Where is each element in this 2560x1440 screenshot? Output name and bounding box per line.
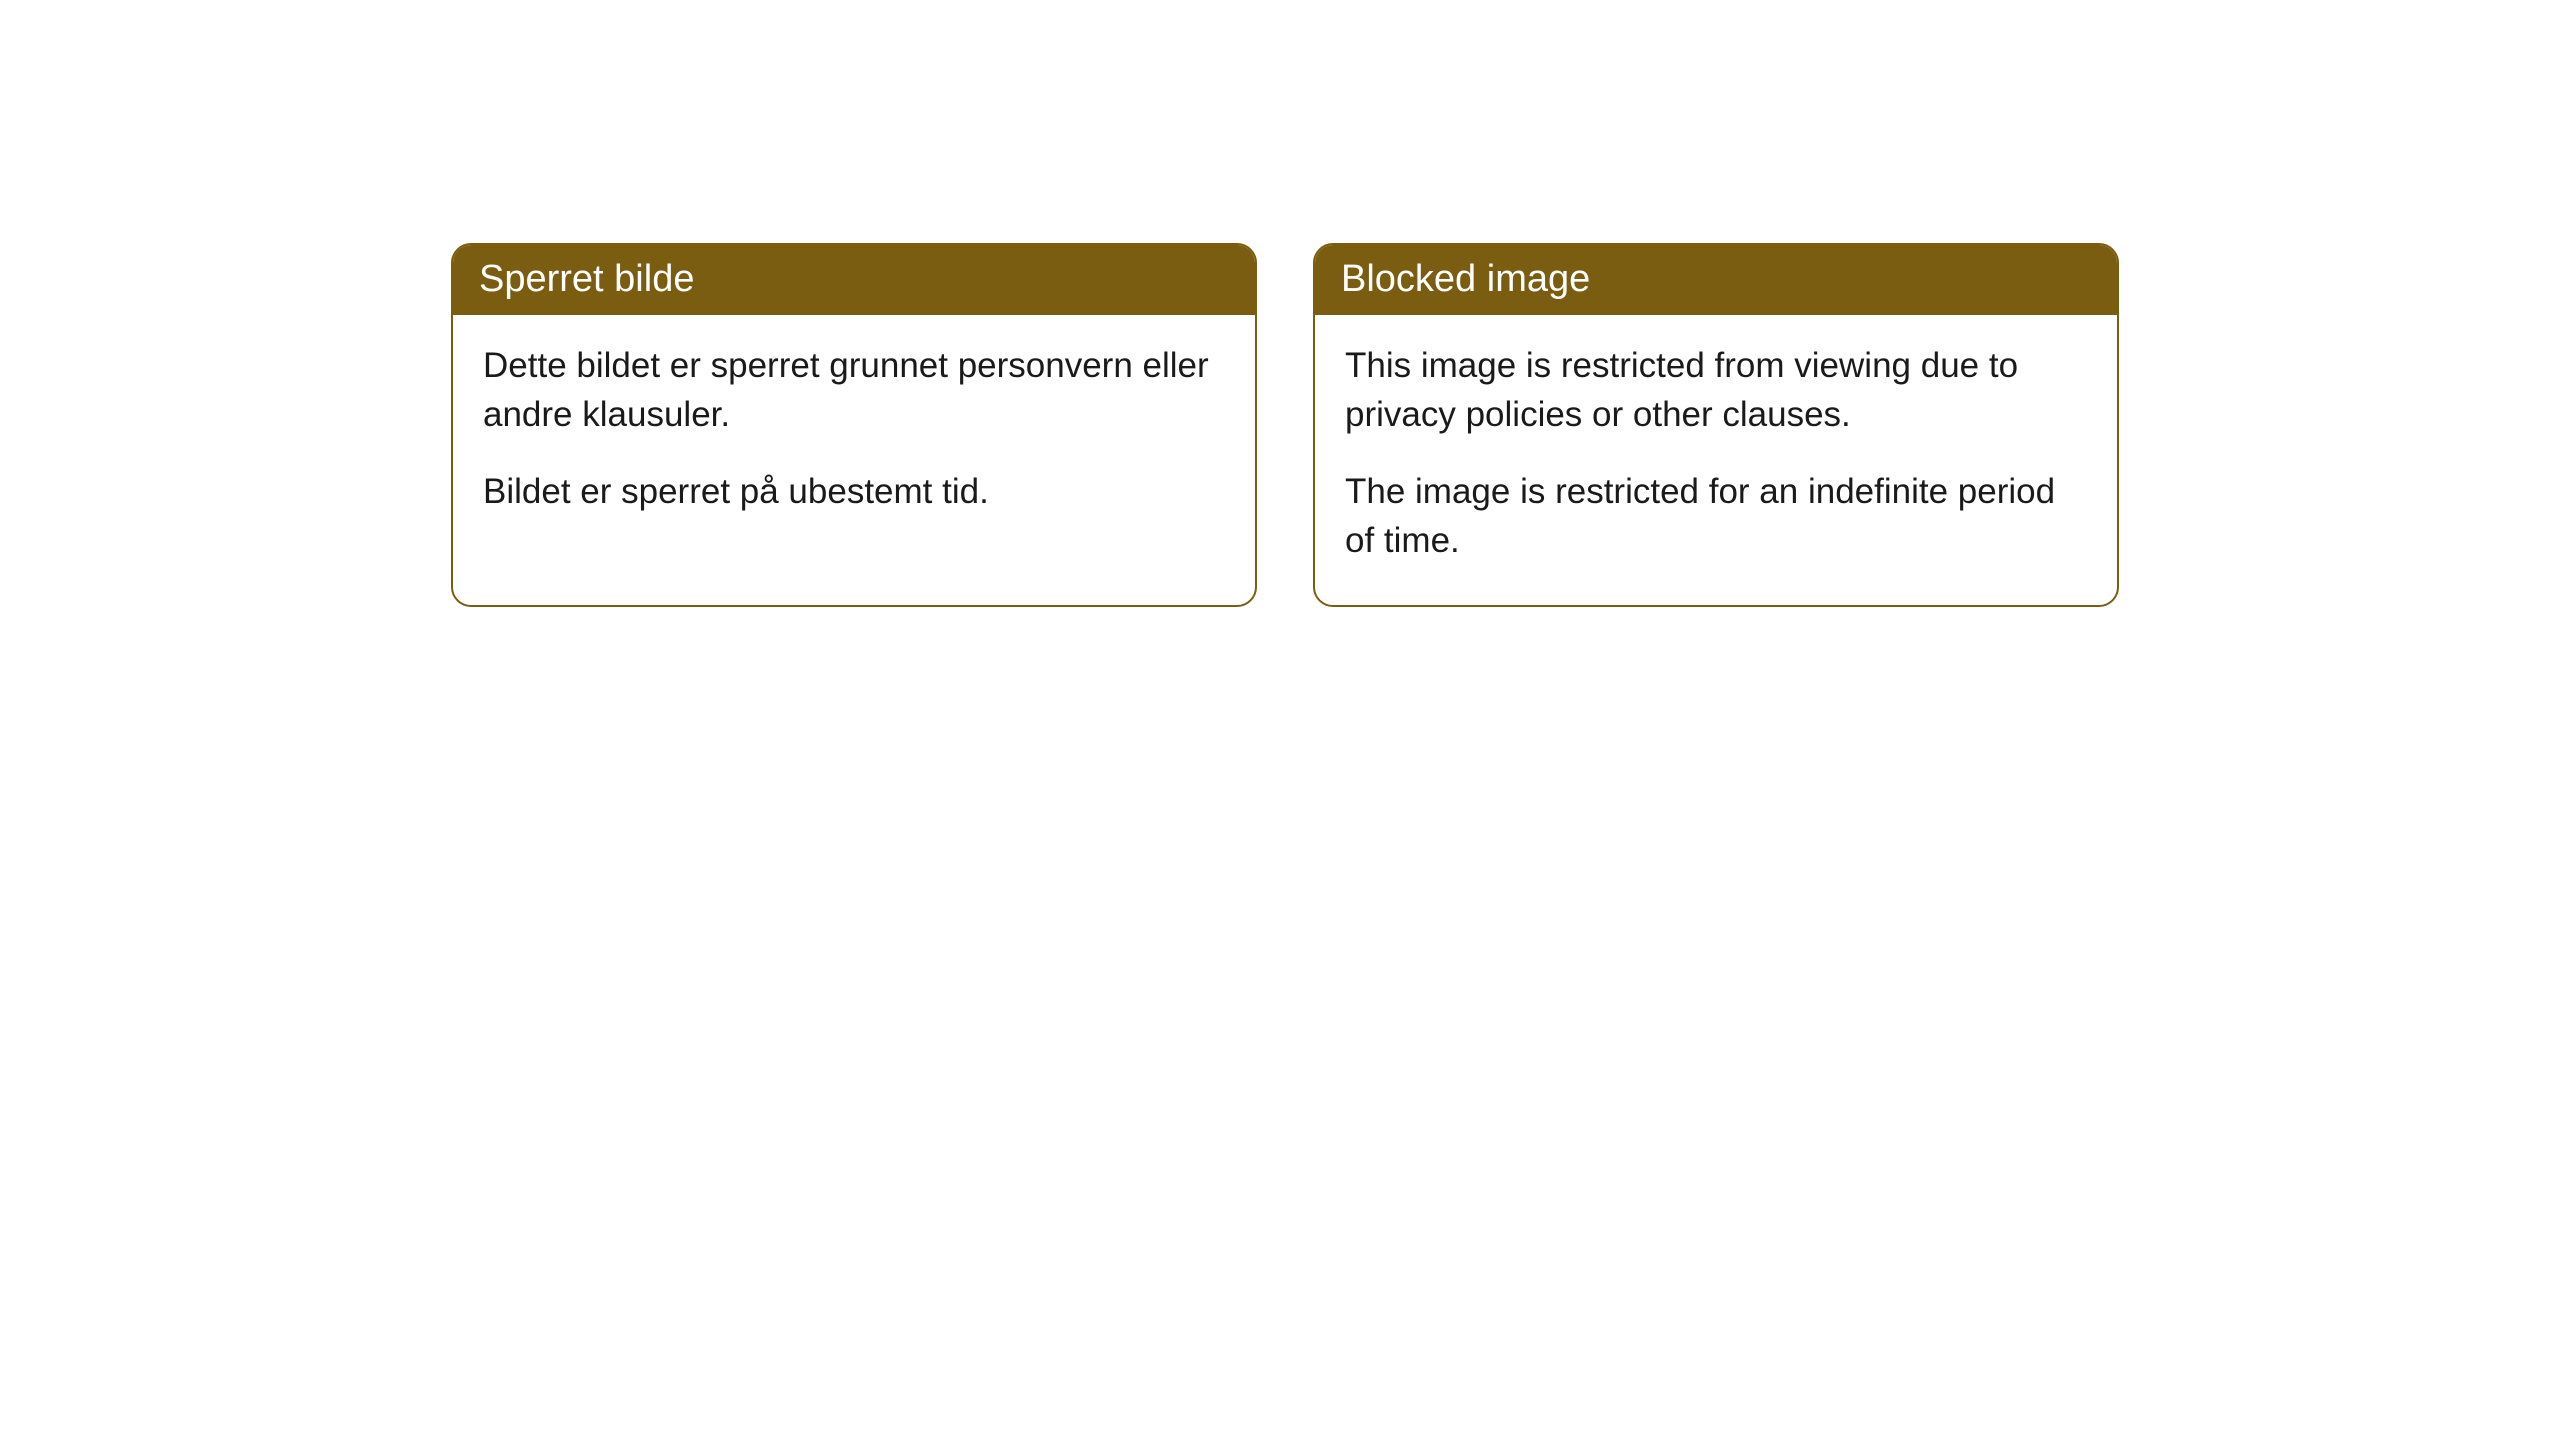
card-paragraph: Dette bildet er sperret grunnet personve… xyxy=(483,341,1225,439)
card-body-norwegian: Dette bildet er sperret grunnet personve… xyxy=(453,315,1255,556)
notice-cards-container: Sperret bilde Dette bildet er sperret gr… xyxy=(451,243,2119,607)
notice-card-english: Blocked image This image is restricted f… xyxy=(1313,243,2119,607)
card-paragraph: This image is restricted from viewing du… xyxy=(1345,341,2087,439)
card-header-english: Blocked image xyxy=(1315,245,2117,315)
card-body-english: This image is restricted from viewing du… xyxy=(1315,315,2117,605)
card-paragraph: The image is restricted for an indefinit… xyxy=(1345,467,2087,565)
card-header-norwegian: Sperret bilde xyxy=(453,245,1255,315)
card-paragraph: Bildet er sperret på ubestemt tid. xyxy=(483,467,1225,516)
notice-card-norwegian: Sperret bilde Dette bildet er sperret gr… xyxy=(451,243,1257,607)
